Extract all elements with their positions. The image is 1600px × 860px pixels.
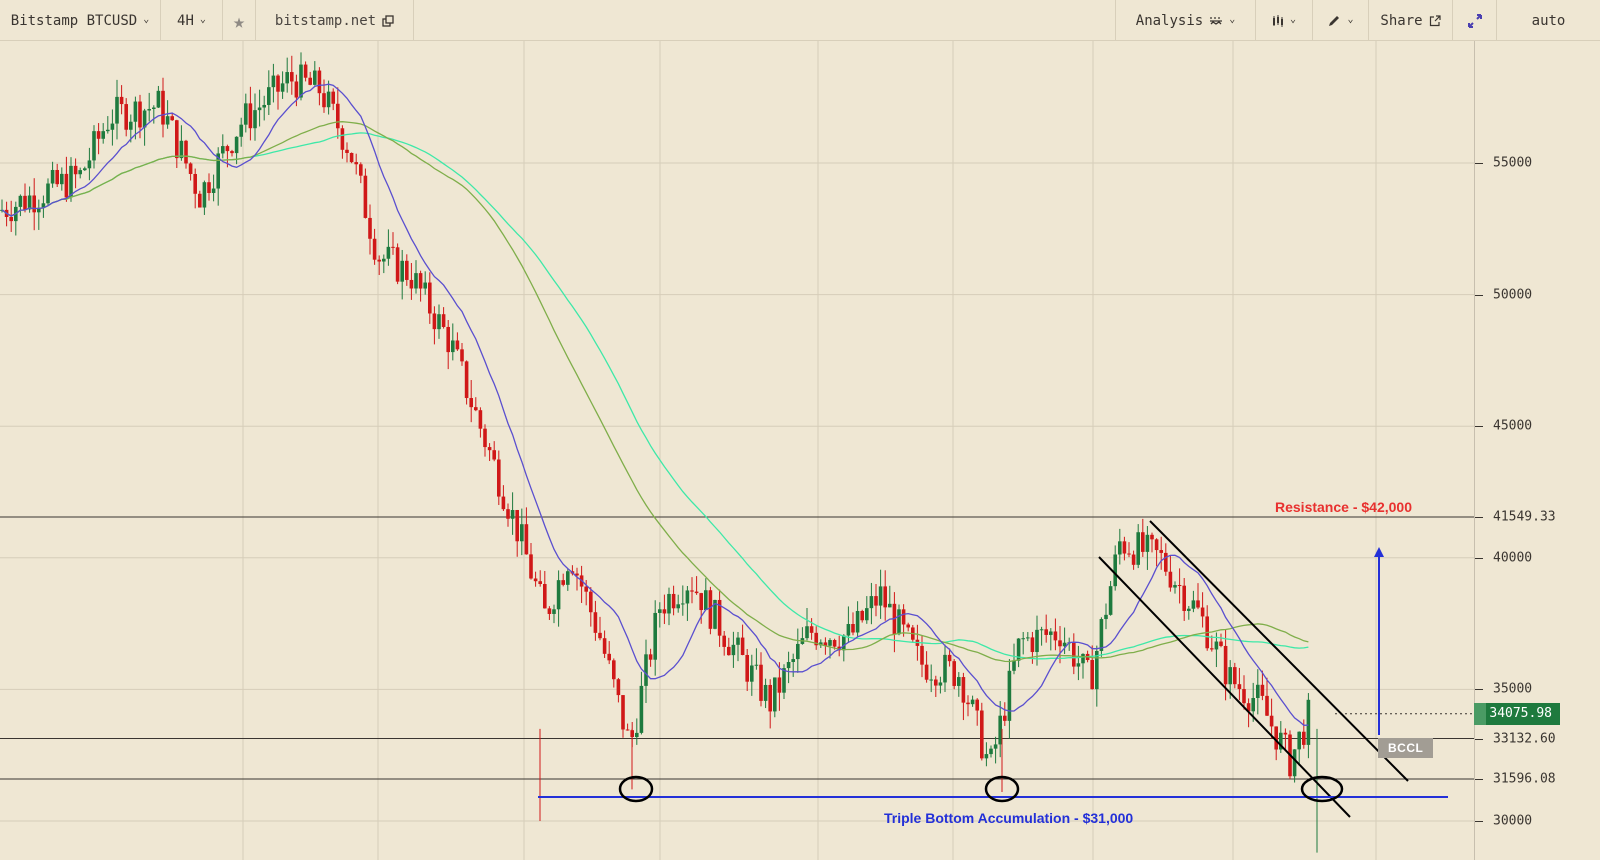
current-price-label: 34075.98 <box>1489 706 1552 722</box>
pencil-icon <box>1327 14 1341 28</box>
external-link-icon <box>1429 14 1441 27</box>
indicators-icon <box>1209 15 1223 27</box>
share-button[interactable]: Share <box>1369 0 1453 41</box>
chevron-down-icon: ⌄ <box>143 14 150 25</box>
drawings <box>538 520 1448 818</box>
axis-label: 45000 <box>1493 418 1533 434</box>
favorite-button[interactable]: ★ <box>223 0 256 41</box>
watermark-badge: BCCL <box>1378 738 1434 758</box>
chevron-down-icon: ⌄ <box>1347 14 1354 25</box>
chart-grid <box>0 41 1474 860</box>
horizontal-levels <box>0 516 1474 780</box>
symbol-selector[interactable]: Bitstamp BTCUSD ⌄ <box>0 0 161 41</box>
axis-tick <box>1475 778 1483 780</box>
symbol-label: Bitstamp BTCUSD <box>10 12 138 29</box>
moving-averages <box>1 83 1309 726</box>
chevron-down-icon: ⌄ <box>1229 14 1236 25</box>
popout-icon <box>382 14 394 27</box>
scale-mode-label: auto <box>1531 12 1566 29</box>
interval-selector[interactable]: 4H ⌄ <box>161 0 223 41</box>
expand-icon <box>1467 13 1483 29</box>
axis-label: 40000 <box>1493 550 1533 566</box>
axis-label: 31596.08 <box>1493 771 1556 787</box>
chevron-down-icon: ⌄ <box>1289 14 1297 25</box>
support-annotation: Triple Bottom Accumulation - $31,000 <box>884 810 1134 826</box>
axis-label: 30000 <box>1493 813 1533 829</box>
axis-label: 33132.60 <box>1493 731 1556 747</box>
scale-mode-button[interactable]: auto <box>1497 0 1600 41</box>
candlesticks <box>0 52 1318 853</box>
fullscreen-button[interactable] <box>1453 0 1497 41</box>
axis-tick <box>1475 294 1483 296</box>
drawing-tools-button[interactable]: ⌄ <box>1313 0 1369 41</box>
axis-label: 41549.33 <box>1493 509 1556 525</box>
candles-icon <box>1272 14 1284 27</box>
resistance-annotation: Resistance - $42,000 <box>1275 499 1412 515</box>
axis-tick <box>1475 738 1483 740</box>
axis-tick <box>1475 689 1483 691</box>
axis-tick <box>1475 163 1483 164</box>
current-price-tag: 34075.98 <box>1474 702 1560 725</box>
source-link[interactable]: bitstamp.net <box>256 0 414 41</box>
axis-label: 55000 <box>1493 155 1533 171</box>
chevron-down-icon: ⌄ <box>199 14 206 25</box>
source-label: bitstamp.net <box>274 12 377 29</box>
analysis-label: Analysis <box>1135 12 1204 29</box>
star-icon: ★ <box>232 8 246 33</box>
price-axis[interactable]: 55000 50000 45000 41549.33 40000 35000 33132.6… <box>1474 41 1600 860</box>
price-chart[interactable] <box>0 41 1474 860</box>
chart-toolbar: Bitstamp BTCUSD ⌄ 4H ⌄ ★ bitstamp.net An… <box>0 0 1600 41</box>
axis-tick <box>1475 517 1483 519</box>
axis-tick <box>1475 426 1483 428</box>
axis-tick <box>1475 821 1483 822</box>
axis-tick <box>1475 557 1483 559</box>
interval-label: 4H <box>177 12 194 29</box>
axis-label: 50000 <box>1493 287 1533 303</box>
analysis-menu[interactable]: Analysis ⌄ <box>1115 0 1256 41</box>
chart-type-button[interactable]: ⌄ <box>1256 0 1313 41</box>
axis-label: 35000 <box>1493 681 1533 697</box>
share-label: Share <box>1380 12 1423 29</box>
